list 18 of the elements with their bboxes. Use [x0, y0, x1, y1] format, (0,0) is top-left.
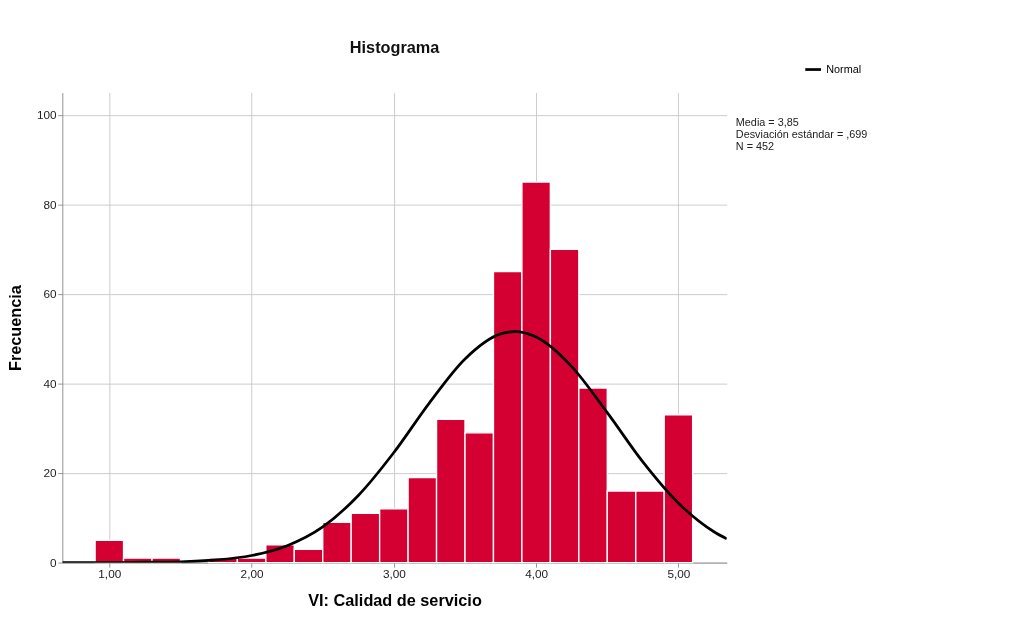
x-tick-label: 1,00 — [98, 567, 122, 581]
x-tick-label: 4,00 — [525, 567, 549, 581]
y-tick-label: 60 — [43, 287, 57, 301]
y-tick-label: 80 — [43, 197, 57, 211]
x-tick-label: 2,00 — [240, 567, 264, 581]
y-tick-label: 0 — [49, 555, 57, 569]
y-axis-title: Frecuencia — [5, 284, 24, 372]
text: N = 452 — [735, 139, 775, 152]
chart-title: Histograma — [349, 37, 441, 56]
x-tick-label: 3,00 — [382, 567, 407, 581]
y-tick-label: 100 — [36, 108, 57, 122]
x-tick-label: 5,00 — [667, 567, 691, 581]
y-tick-label: 20 — [43, 466, 57, 480]
y-tick-label: 40 — [43, 376, 57, 390]
x-axis-title: VI: Calidad de servicio — [308, 591, 482, 610]
legend-label: Normal — [826, 63, 862, 76]
text: Media = 3,85 — [735, 116, 799, 129]
text: Desviación estándar = ,699 — [735, 127, 868, 140]
